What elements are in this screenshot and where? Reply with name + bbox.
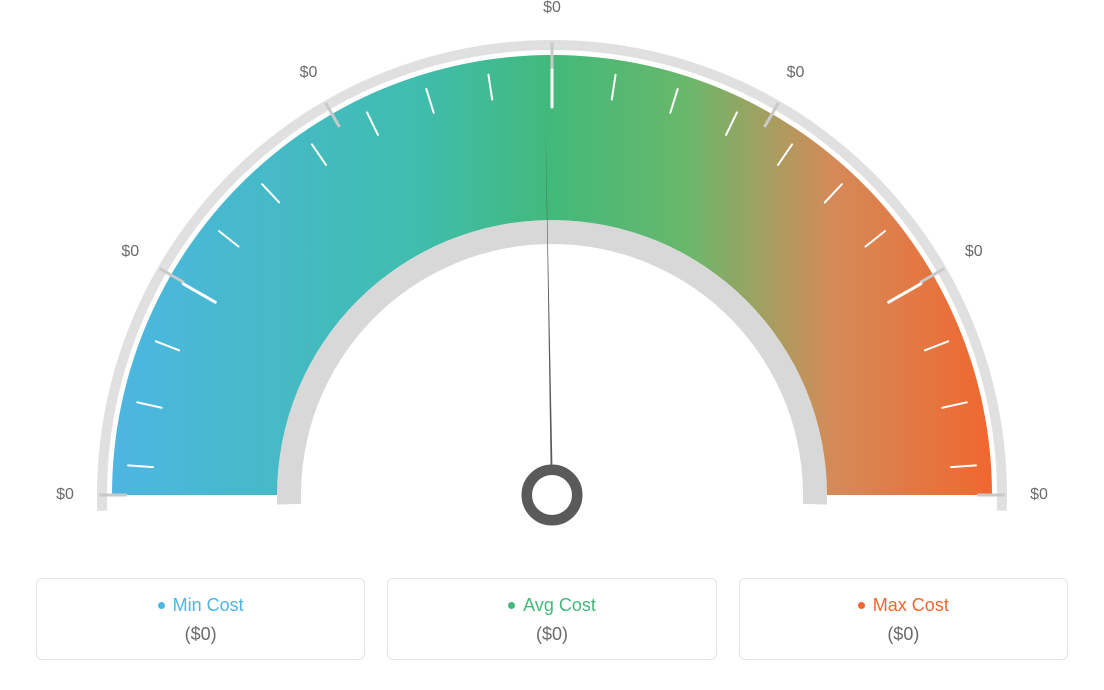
legend-max: Max Cost ($0) [739,578,1068,660]
legend-dot-min [158,602,165,609]
legend-min: Min Cost ($0) [36,578,365,660]
legend-dot-avg [508,602,515,609]
scale-label-3: $0 [543,0,561,17]
legend-avg-value: ($0) [398,624,705,645]
scale-label-5: $0 [965,243,983,261]
legend-min-text: Min Cost [173,595,244,616]
legend-row: Min Cost ($0) Avg Cost ($0) Max Cost ($0… [36,578,1068,660]
scale-label-2: $0 [300,64,318,82]
gauge-area: $0 $0 $0 $0 $0 $0 $0 [0,0,1104,560]
legend-min-value: ($0) [47,624,354,645]
scale-label-0: $0 [56,486,74,504]
legend-avg-text: Avg Cost [523,595,596,616]
legend-dot-max [858,602,865,609]
scale-label-6: $0 [1030,486,1048,504]
legend-max-text: Max Cost [873,595,949,616]
scale-label-1: $0 [121,243,139,261]
legend-max-label: Max Cost [750,595,1057,616]
legend-max-value: ($0) [750,624,1057,645]
legend-avg-label: Avg Cost [398,595,705,616]
legend-min-label: Min Cost [47,595,354,616]
gauge-cost-chart: $0 $0 $0 $0 $0 $0 $0 Min Cost ($0) Avg Cost ($… [0,0,1104,690]
gauge-svg [0,0,1104,560]
scale-label-4: $0 [787,64,805,82]
legend-avg: Avg Cost ($0) [387,578,716,660]
